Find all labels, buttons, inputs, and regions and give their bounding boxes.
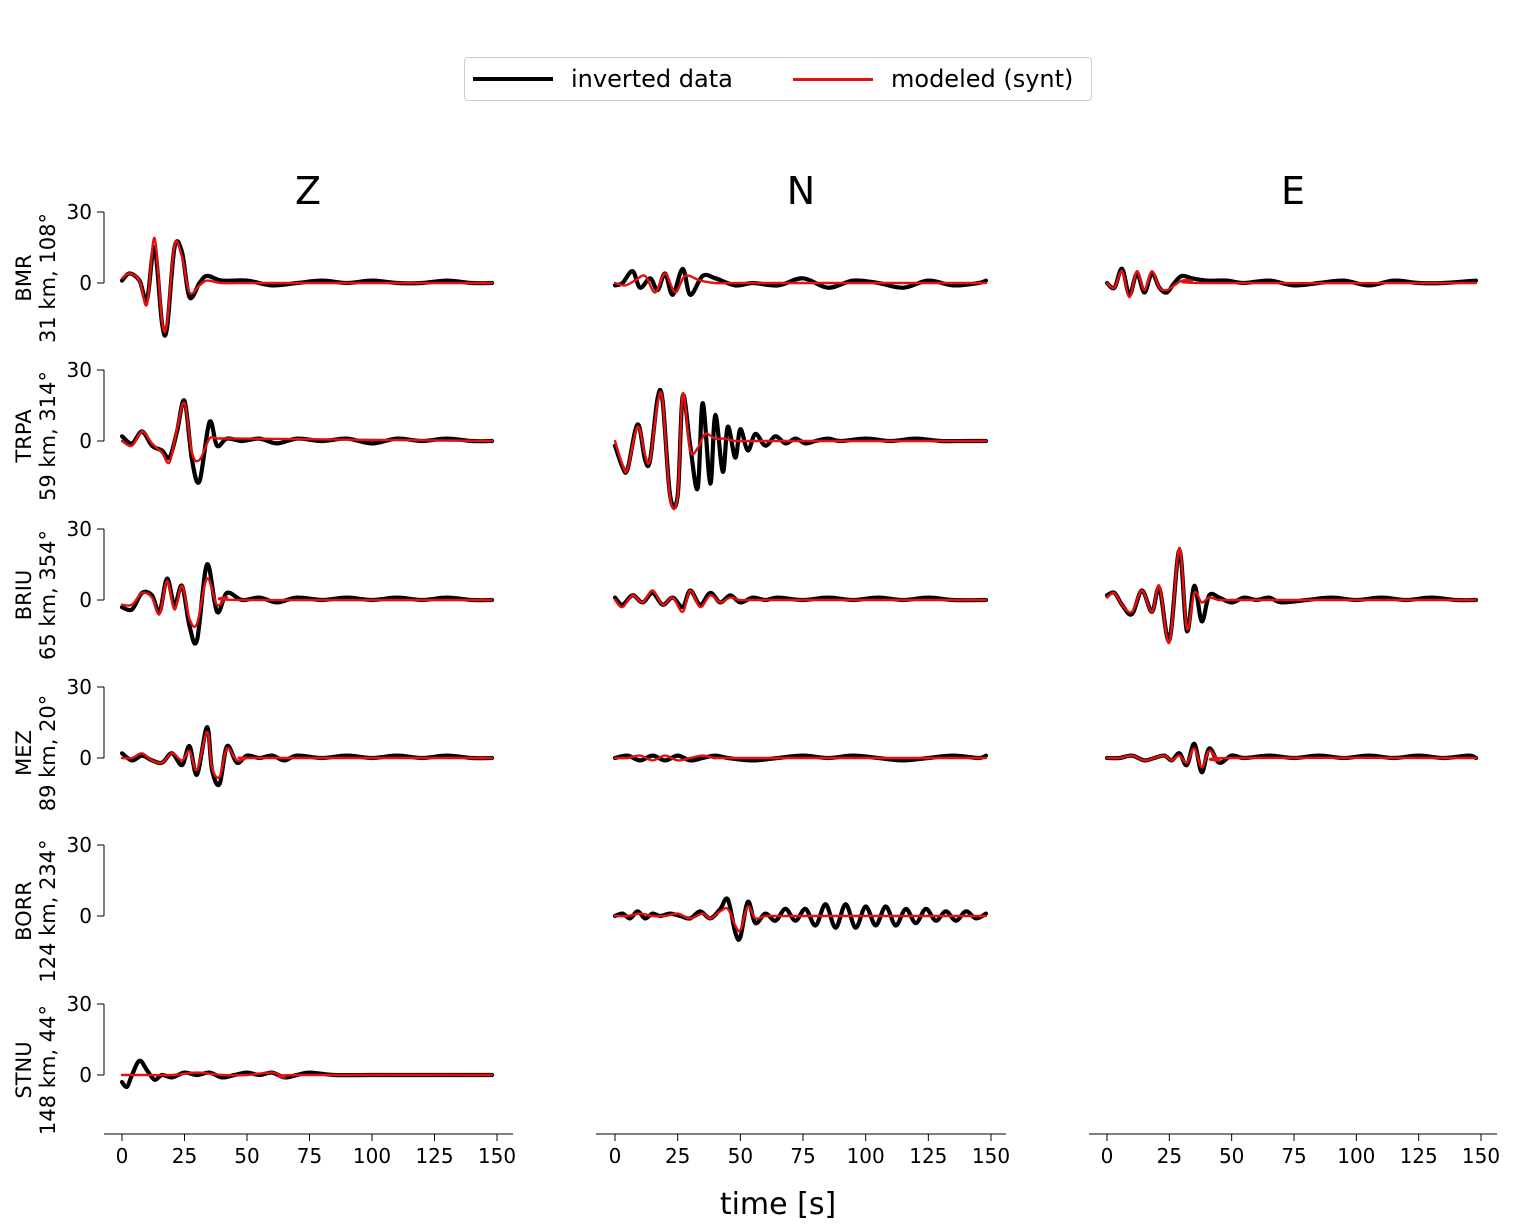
trace-modeled-briu-e <box>1105 546 1478 644</box>
legend: inverted data modeled (synt) <box>464 57 1092 101</box>
station-label-bmr: BMR31 km, 108° <box>12 213 60 343</box>
trace-modeled-mez-z <box>120 730 494 780</box>
y-tick-label: 30 <box>67 517 92 541</box>
trace-modeled-trpa-n <box>613 390 988 511</box>
trace-modeled-bmr-e <box>1105 269 1478 299</box>
station-info: 124 km, 234° <box>36 839 60 982</box>
station-name: TRPA <box>12 409 36 464</box>
column-title-n: N <box>787 169 815 213</box>
x-tick-label: 0 <box>1101 1144 1114 1168</box>
y-tick-label: 30 <box>67 675 92 699</box>
x-tick-label: 125 <box>1400 1144 1438 1168</box>
trace-modeled-briu-z <box>120 577 494 628</box>
x-tick-label: 125 <box>909 1144 947 1168</box>
station-info: 65 km, 354° <box>36 530 60 660</box>
y-tick-label: 30 <box>67 992 92 1016</box>
y-tick-label: 0 <box>79 588 92 612</box>
x-tick-label: 50 <box>234 1144 259 1168</box>
x-tick-label: 75 <box>297 1144 322 1168</box>
station-label-borr: BORR124 km, 234° <box>12 839 60 982</box>
station-label-trpa: TRPA59 km, 314° <box>12 371 60 501</box>
station-name: BRIU <box>12 570 36 621</box>
x-tick-label: 50 <box>728 1144 753 1168</box>
x-tick-label: 75 <box>1281 1144 1306 1168</box>
trace-modeled-bmr-z <box>120 236 494 334</box>
trace-modeled-mez-e <box>1105 747 1478 769</box>
x-tick-label: 150 <box>478 1144 516 1168</box>
legend-line-red <box>793 77 873 81</box>
x-tick-label: 25 <box>1157 1144 1182 1168</box>
station-info: 148 km, 44° <box>36 1005 60 1135</box>
trace-inverted-briu-n <box>612 588 989 610</box>
trace-modeled-stnu-z <box>120 1071 494 1079</box>
trace-modeled-briu-n <box>613 589 988 613</box>
y-tick-label: 30 <box>67 200 92 224</box>
station-label-mez: MEZ89 km, 20° <box>12 695 60 812</box>
legend-line-black <box>473 77 553 81</box>
legend-item-modeled-synt: modeled (synt) <box>793 65 1073 93</box>
y-tick-label: 0 <box>79 271 92 295</box>
station-name: BMR <box>12 254 36 301</box>
x-tick-label: 25 <box>665 1144 690 1168</box>
y-tick-label: 0 <box>79 904 92 928</box>
station-name: BORR <box>12 881 36 941</box>
y-tick-label: 0 <box>79 429 92 453</box>
station-info: 31 km, 108° <box>36 213 60 343</box>
station-name: STNU <box>12 1041 36 1098</box>
x-tick-label: 150 <box>972 1144 1010 1168</box>
x-tick-label: 100 <box>353 1144 391 1168</box>
x-tick-label: 50 <box>1219 1144 1244 1168</box>
x-tick-label: 0 <box>609 1144 622 1168</box>
x-tick-label: 125 <box>415 1144 453 1168</box>
x-tick-label: 0 <box>116 1144 129 1168</box>
station-info: 59 km, 314° <box>36 371 60 501</box>
trace-inverted-bmr-z <box>119 239 495 338</box>
trace-inverted-stnu-z <box>119 1058 495 1090</box>
x-tick-label: 100 <box>1337 1144 1375 1168</box>
column-title-z: Z <box>295 169 321 213</box>
legend-item-inverted-data: inverted data <box>473 65 733 93</box>
trace-modeled-mez-n <box>613 754 988 762</box>
trace-inverted-borr-n <box>612 896 989 942</box>
x-axis-label: time [s] <box>720 1187 836 1222</box>
trace-modeled-borr-n <box>613 905 988 933</box>
x-tick-label: 75 <box>790 1144 815 1168</box>
y-tick-label: 0 <box>79 746 92 770</box>
column-title-e: E <box>1281 169 1305 213</box>
station-info: 89 km, 20° <box>36 695 60 812</box>
trace-inverted-trpa-n <box>612 387 989 510</box>
station-label-stnu: STNU148 km, 44° <box>12 1005 60 1135</box>
x-tick-label: 100 <box>847 1144 885 1168</box>
x-tick-label: 25 <box>172 1144 197 1168</box>
y-tick-label: 30 <box>67 833 92 857</box>
y-tick-label: 30 <box>67 358 92 382</box>
station-label-briu: BRIU65 km, 354° <box>12 530 60 660</box>
trace-modeled-trpa-z <box>120 401 494 465</box>
legend-label-modeled-synt: modeled (synt) <box>891 65 1074 93</box>
y-tick-label: 0 <box>79 1063 92 1087</box>
station-name: MEZ <box>12 730 36 776</box>
legend-label-inverted-data: inverted data <box>571 65 733 93</box>
x-tick-label: 150 <box>1462 1144 1500 1168</box>
trace-modeled-bmr-n <box>613 272 988 294</box>
